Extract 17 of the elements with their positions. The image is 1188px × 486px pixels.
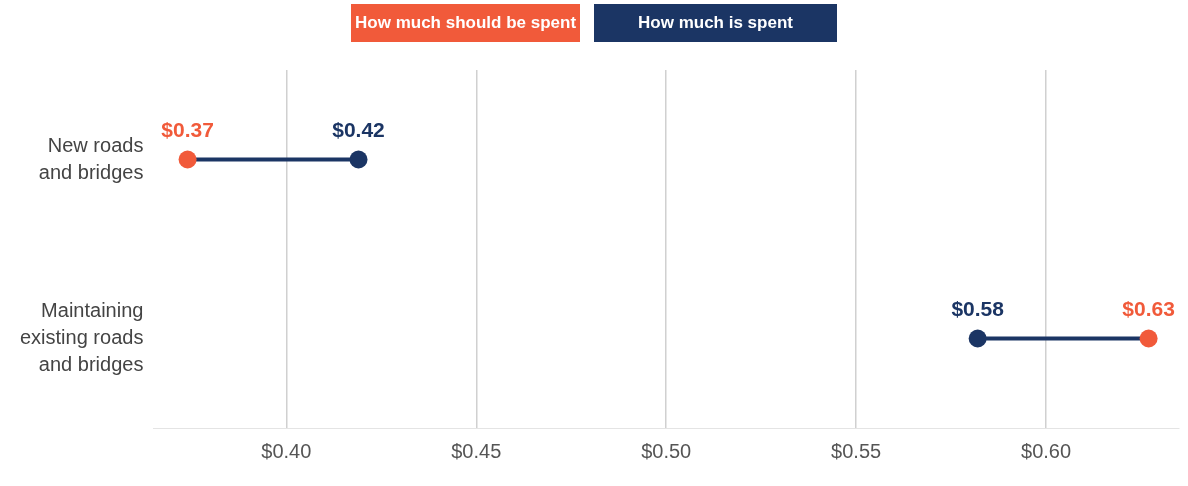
data-label: $0.42 (332, 117, 385, 141)
data-label: $0.58 (951, 296, 1005, 320)
x-tick-label: $0.55 (831, 439, 882, 462)
text: How much is spent (594, 4, 837, 42)
y-tick-label: Maintaining existing roads and bridges (19, 299, 144, 376)
point (178, 150, 197, 169)
text: How much should be spent (351, 4, 581, 42)
data-label: $0.37 (161, 117, 214, 141)
point (1139, 329, 1158, 348)
point (349, 150, 368, 169)
data-label: $0.63 (1122, 296, 1175, 320)
x-tick-label: $0.50 (641, 439, 692, 462)
x-tick-label: $0.60 (1021, 439, 1072, 462)
point (968, 329, 987, 348)
x-tick-label: $0.40 (261, 439, 312, 462)
x-tick-label: $0.45 (451, 439, 502, 462)
y-tick-label: New roads and bridges (38, 133, 144, 183)
